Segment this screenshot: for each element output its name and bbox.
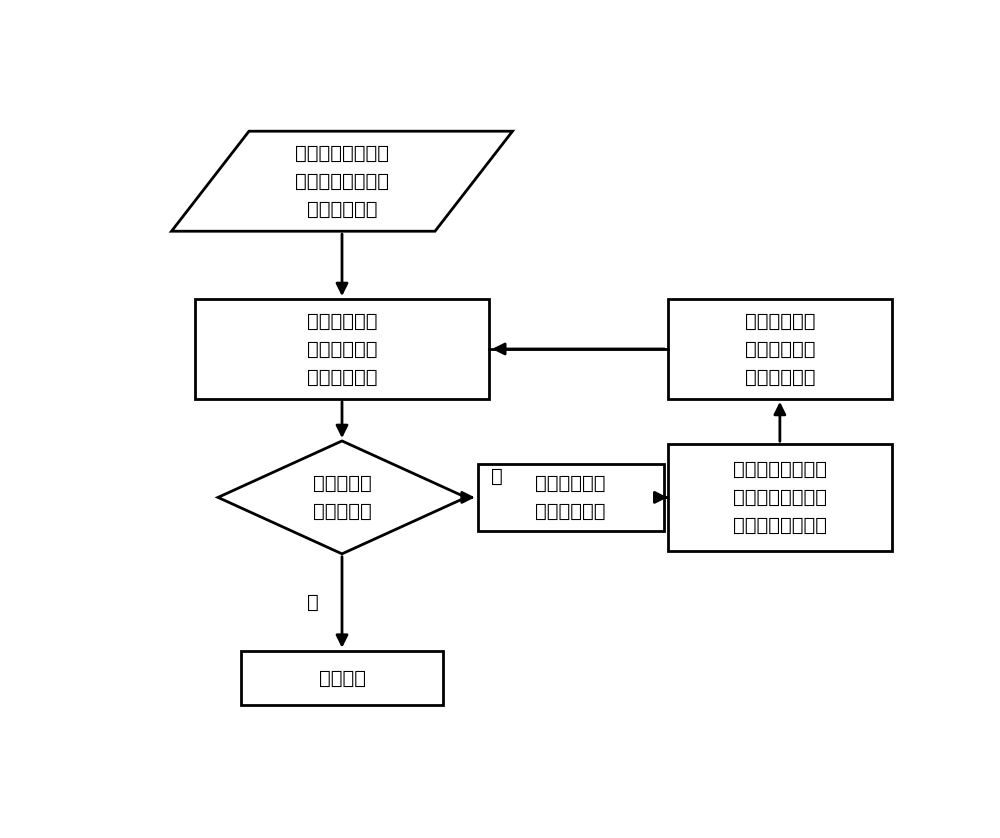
Text: 输出宽角扫描
状态阵列天线
轴比仿真结果: 输出宽角扫描 状态阵列天线 轴比仿真结果 bbox=[307, 312, 377, 386]
Text: 提取阵元正交
远场电场数据: 提取阵元正交 远场电场数据 bbox=[535, 474, 606, 521]
Bar bbox=[195, 299, 489, 399]
Bar bbox=[478, 463, 664, 531]
Text: 根据计算结果
调整阵元激励
进行仿真计算: 根据计算结果 调整阵元激励 进行仿真计算 bbox=[745, 312, 815, 386]
Text: 完成优化: 完成优化 bbox=[318, 669, 366, 687]
Polygon shape bbox=[218, 441, 466, 554]
Bar bbox=[241, 650, 443, 706]
Text: 利用阵元电场数据
计算圆极化条件下
阵元实际所需激励: 利用阵元电场数据 计算圆极化条件下 阵元实际所需激励 bbox=[733, 460, 827, 535]
Bar bbox=[668, 299, 892, 399]
Polygon shape bbox=[172, 132, 513, 231]
Text: 建立以圆极化贴片
为阵元圆极化阵列
天线仿真模型: 建立以圆极化贴片 为阵元圆极化阵列 天线仿真模型 bbox=[295, 144, 389, 219]
Text: 否: 否 bbox=[491, 467, 503, 486]
Bar bbox=[668, 444, 892, 551]
Text: 天线轴比是
否满足要求: 天线轴比是 否满足要求 bbox=[313, 474, 371, 521]
Text: 是: 是 bbox=[307, 592, 319, 612]
